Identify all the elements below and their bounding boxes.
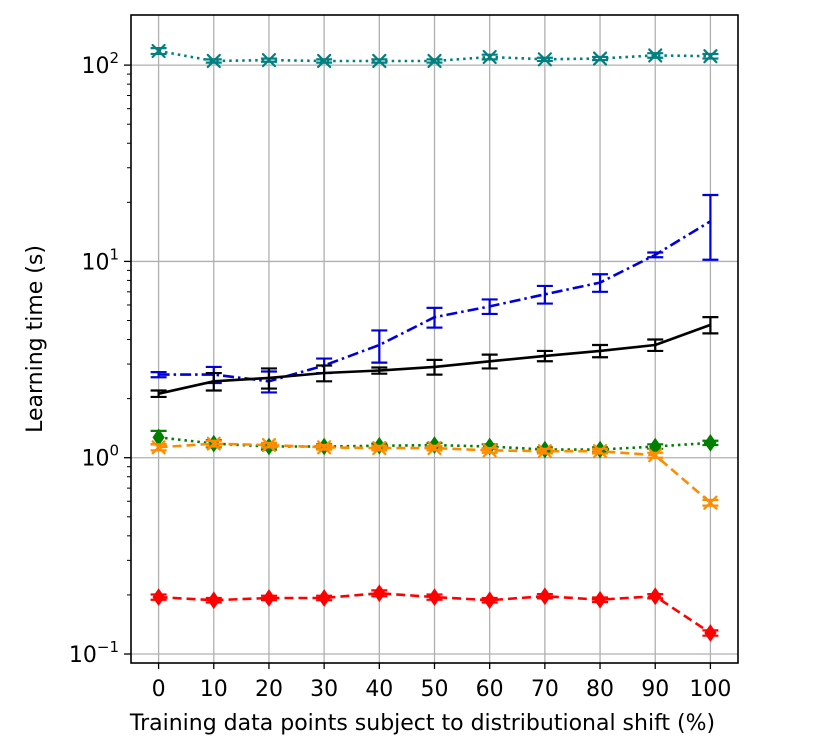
- series-5: [150, 584, 719, 642]
- error-bar: [536, 284, 553, 305]
- error-bar: [592, 273, 609, 293]
- y-tick-label: 10−1: [69, 638, 119, 668]
- data-point-marker: [151, 440, 166, 455]
- data-point-marker: [537, 444, 552, 459]
- data-point-marker: [262, 589, 276, 607]
- y-tick-label: 101: [81, 245, 119, 275]
- data-point-marker: [317, 53, 332, 69]
- x-tick-label: 20: [255, 677, 283, 702]
- x-tick-label: 90: [641, 677, 669, 702]
- data-point-marker: [372, 440, 387, 456]
- error-bar: [647, 251, 664, 259]
- error-bar: [592, 343, 609, 359]
- error-bar: [481, 298, 498, 316]
- y-tick-base: 10: [69, 643, 97, 668]
- x-tick-label: 60: [476, 677, 504, 702]
- error-bar: [702, 316, 719, 335]
- data-point-marker: [207, 591, 220, 610]
- data-point-marker: [427, 53, 442, 69]
- data-point-marker: [703, 49, 718, 64]
- series-line: [158, 591, 712, 635]
- data-point-marker: [592, 51, 608, 66]
- series-4: [150, 436, 719, 510]
- data-point-marker: [206, 53, 221, 69]
- y-tick-base: 10: [81, 250, 109, 275]
- error-bar: [260, 367, 277, 390]
- data-point-marker: [537, 52, 552, 67]
- x-tick-label: 50: [421, 677, 449, 702]
- data-point-marker: [206, 436, 221, 451]
- y-tick-exponent: 2: [109, 49, 119, 67]
- y-tick-label: 100: [81, 442, 119, 472]
- series-line: [158, 49, 711, 63]
- y-tick-exponent: 1: [109, 245, 119, 263]
- data-point-marker: [261, 53, 277, 68]
- x-tick-label: 30: [310, 677, 338, 702]
- data-point-marker: [373, 584, 386, 603]
- error-bar: [702, 193, 719, 261]
- data-point-marker: [482, 443, 497, 458]
- data-point-marker: [428, 588, 441, 606]
- error-bar: [426, 306, 443, 329]
- y-axis-title: Learning time (s): [23, 245, 48, 433]
- error-bar: [150, 370, 167, 379]
- x-axis-title: Training data points subject to distribu…: [129, 711, 715, 736]
- error-bar: [536, 349, 553, 363]
- y-tick-base: 10: [81, 447, 109, 472]
- x-tick-label: 80: [586, 677, 614, 702]
- data-point-marker: [151, 43, 166, 59]
- y-tick-exponent: 0: [109, 442, 119, 460]
- y-tick-label: 102: [81, 49, 119, 79]
- x-tick-label: 100: [689, 677, 731, 702]
- data-point-marker: [649, 587, 662, 606]
- x-tick-label: 70: [531, 677, 559, 702]
- x-tick-label: 0: [152, 677, 166, 702]
- data-point-marker: [483, 591, 496, 610]
- data-point-marker: [704, 434, 717, 452]
- data-point-marker: [152, 588, 165, 606]
- series-layer: [150, 43, 719, 642]
- error-bar: [481, 353, 498, 370]
- data-point-marker: [648, 48, 663, 63]
- error-bar: [150, 389, 167, 399]
- data-point-marker: [538, 587, 551, 606]
- grid-layer: [131, 15, 738, 663]
- x-tick-label: 10: [200, 677, 228, 702]
- y-tick-base: 10: [81, 54, 109, 79]
- error-bar: [426, 358, 443, 376]
- data-point-marker: [261, 437, 277, 453]
- data-point-marker: [318, 589, 331, 607]
- error-bar: [371, 329, 388, 364]
- data-point-marker: [317, 440, 332, 455]
- series-line: [158, 442, 712, 504]
- x-tick-label: 40: [365, 677, 393, 702]
- series-0: [150, 43, 719, 69]
- data-point-marker: [592, 444, 608, 459]
- y-tick-exponent: −1: [97, 638, 119, 656]
- data-point-marker: [593, 590, 607, 609]
- data-point-marker: [372, 53, 387, 69]
- error-bar: [371, 366, 388, 375]
- error-bar: [205, 371, 222, 392]
- error-bar: [647, 338, 664, 353]
- error-bar: [316, 364, 333, 383]
- data-point-marker: [703, 495, 718, 510]
- series-2: [150, 316, 719, 399]
- data-point-marker: [482, 49, 497, 65]
- data-point-marker: [648, 448, 663, 463]
- data-point-marker: [427, 440, 442, 456]
- data-point-marker: [704, 624, 717, 642]
